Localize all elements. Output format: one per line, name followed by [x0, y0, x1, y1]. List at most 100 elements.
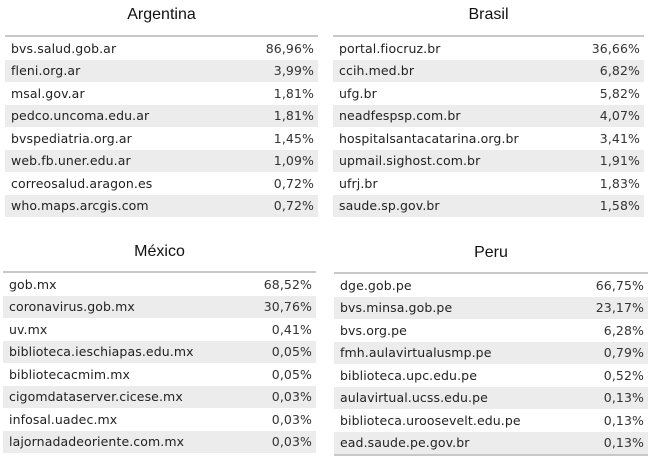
table-row: who.maps.arcgis.com 0,72% — [5, 194, 318, 217]
domain-cell: infosal.uadec.mx — [9, 411, 118, 427]
table-row: bvs.salud.gob.ar 86,96% — [5, 37, 318, 60]
domain-cell: bvs.salud.gob.ar — [11, 40, 117, 56]
percentage-cell: 0,72% — [273, 198, 314, 214]
domain-cell: pedco.uncoma.edu.ar — [11, 108, 150, 124]
percentage-cell: 0,13% — [603, 412, 644, 428]
table-row: ufg.br 5,82% — [333, 82, 644, 105]
panel-peru: Peru dge.gob.pe 66,75% bvs.minsa.gob.pe 23,… — [334, 242, 648, 467]
percentage-cell: 3,41% — [599, 130, 640, 146]
table-row: bibliotecacmim.mx 0,05% — [3, 363, 316, 386]
percentage-cell: 0,05% — [271, 366, 312, 382]
percentage-cell: 4,07% — [599, 108, 640, 124]
table-row: upmail.sighost.com.br 1,91% — [333, 149, 644, 172]
domain-table: portal.fiocruz.br 36,66% ccih.med.br 6,82% u… — [333, 35, 644, 217]
table-row: neadfespsp.com.br 4,07% — [333, 104, 644, 127]
domain-cell: aulavirtual.ucss.edu.pe — [340, 390, 488, 406]
domain-cell: ccih.med.br — [339, 63, 415, 79]
table-row: biblioteca.uroosevelt.edu.pe 0,13% — [334, 409, 648, 432]
table-row: bvs.org.pe 6,28% — [334, 319, 648, 342]
percentage-cell: 0,05% — [271, 344, 312, 360]
table-row: coronavirus.gob.mx 30,76% — [3, 295, 316, 318]
panel-argentina: Argentina bvs.salud.gob.ar 86,96% fleni.or… — [5, 4, 318, 229]
table-row: gob.mx 68,52% — [3, 273, 316, 296]
percentage-cell: 36,66% — [591, 40, 640, 56]
table-row: biblioteca.ieschiapas.edu.mx 0,05% — [3, 340, 316, 363]
domain-cell: who.maps.arcgis.com — [11, 198, 149, 214]
domain-cell: biblioteca.ieschiapas.edu.mx — [9, 344, 194, 360]
percentage-cell: 1,81% — [273, 85, 314, 101]
domain-cell: ead.saude.pe.gov.br — [340, 435, 470, 451]
table-row: dge.gob.pe 66,75% — [334, 274, 648, 297]
domain-cell: correosalud.aragon.es — [11, 175, 153, 191]
table-row: ead.saude.pe.gov.br 0,13% — [334, 431, 648, 454]
percentage-cell: 0,41% — [271, 321, 312, 337]
table-row: biblioteca.upc.edu.pe 0,52% — [334, 364, 648, 387]
domain-cell: neadfespsp.com.br — [339, 108, 461, 124]
table-row: correosalud.aragon.es 0,72% — [5, 172, 318, 195]
table-row: web.fb.uner.edu.ar 1,09% — [5, 149, 318, 172]
domain-cell: ufrj.br — [339, 175, 378, 191]
domain-cell: coronavirus.gob.mx — [9, 299, 135, 315]
domain-cell: web.fb.uner.edu.ar — [11, 153, 131, 169]
table-row: hospitalsantacatarina.org.br 3,41% — [333, 127, 644, 150]
domain-cell: saude.sp.gov.br — [339, 198, 440, 214]
percentage-cell: 1,45% — [273, 130, 314, 146]
percentage-cell: 0,13% — [603, 390, 644, 406]
table-row: fmh.aulavirtualusmp.pe 0,79% — [334, 341, 648, 364]
percentage-cell: 30,76% — [263, 299, 312, 315]
domain-cell: fleni.org.ar — [11, 63, 81, 79]
domain-cell: fmh.aulavirtualusmp.pe — [340, 345, 492, 361]
percentage-cell: 86,96% — [265, 40, 314, 56]
domain-cell: cigomdataserver.cicese.mx — [9, 389, 183, 405]
domain-cell: uv.mx — [9, 321, 48, 337]
percentage-cell: 1,58% — [599, 198, 640, 214]
domain-cell: upmail.sighost.com.br — [339, 153, 481, 169]
table-row: msal.gov.ar 1,81% — [5, 82, 318, 105]
table-row: infosal.uadec.mx 0,03% — [3, 408, 316, 431]
table-row: lajornadadeoriente.com.mx 0,03% — [3, 430, 316, 453]
table-row: pedco.uncoma.edu.ar 1,81% — [5, 104, 318, 127]
percentage-cell: 6,82% — [599, 63, 640, 79]
panel-title: Argentina — [127, 6, 196, 23]
domain-cell: hospitalsantacatarina.org.br — [339, 130, 519, 146]
domain-cell: lajornadadeoriente.com.mx — [9, 434, 185, 450]
domain-cell: biblioteca.uroosevelt.edu.pe — [340, 412, 521, 428]
percentage-cell: 5,82% — [599, 85, 640, 101]
table-row: uv.mx 0,41% — [3, 318, 316, 341]
percentage-cell: 0,52% — [603, 367, 644, 383]
percentage-cell: 1,91% — [599, 153, 640, 169]
percentage-cell: 1,83% — [599, 175, 640, 191]
panel-title: Peru — [474, 244, 508, 261]
percentage-cell: 68,52% — [263, 276, 312, 292]
table-row: aulavirtual.ucss.edu.pe 0,13% — [334, 386, 648, 409]
domain-cell: ufg.br — [339, 85, 377, 101]
percentage-cell: 3,99% — [273, 63, 314, 79]
domain-cell: msal.gov.ar — [11, 85, 85, 101]
panel-brasil: Brasil portal.fiocruz.br 36,66% ccih.med.b… — [333, 4, 644, 229]
table-row: fleni.org.ar 3,99% — [5, 59, 318, 82]
table-row: portal.fiocruz.br 36,66% — [333, 37, 644, 60]
domain-cell: gob.mx — [9, 276, 57, 292]
clipped-row — [5, 218, 318, 223]
table-row: ccih.med.br 6,82% — [333, 59, 644, 82]
table-row: cigomdataserver.cicese.mx 0,03% — [3, 385, 316, 408]
domain-cell: bibliotecacmim.mx — [9, 366, 131, 382]
domain-cell: biblioteca.upc.edu.pe — [340, 367, 477, 383]
panel-mexico: México gob.mx 68,52% coronavirus.gob.mx 30,… — [3, 241, 316, 466]
percentage-cell: 23,17% — [595, 300, 644, 316]
percentage-cell: 1,81% — [273, 108, 314, 124]
table-row: bvs.minsa.gob.pe 23,17% — [334, 296, 648, 319]
panel-title: Brasil — [468, 6, 509, 23]
domain-cell: portal.fiocruz.br — [339, 40, 441, 56]
table-row: bvspediatria.org.ar 1,45% — [5, 127, 318, 150]
table-row: ufrj.br 1,83% — [333, 172, 644, 195]
domain-cell: bvs.org.pe — [340, 322, 407, 338]
domain-table: bvs.salud.gob.ar 86,96% fleni.org.ar 3,99% m… — [5, 35, 318, 217]
domain-cell: bvspediatria.org.ar — [11, 130, 132, 146]
percentage-cell: 66,75% — [595, 277, 644, 293]
domain-table: dge.gob.pe 66,75% bvs.minsa.gob.pe 23,17% bv… — [334, 272, 648, 456]
percentage-cell: 0,79% — [603, 345, 644, 361]
percentage-cell: 0,03% — [271, 434, 312, 450]
domain-cell: dge.gob.pe — [340, 277, 412, 293]
percentage-cell: 0,03% — [271, 411, 312, 427]
